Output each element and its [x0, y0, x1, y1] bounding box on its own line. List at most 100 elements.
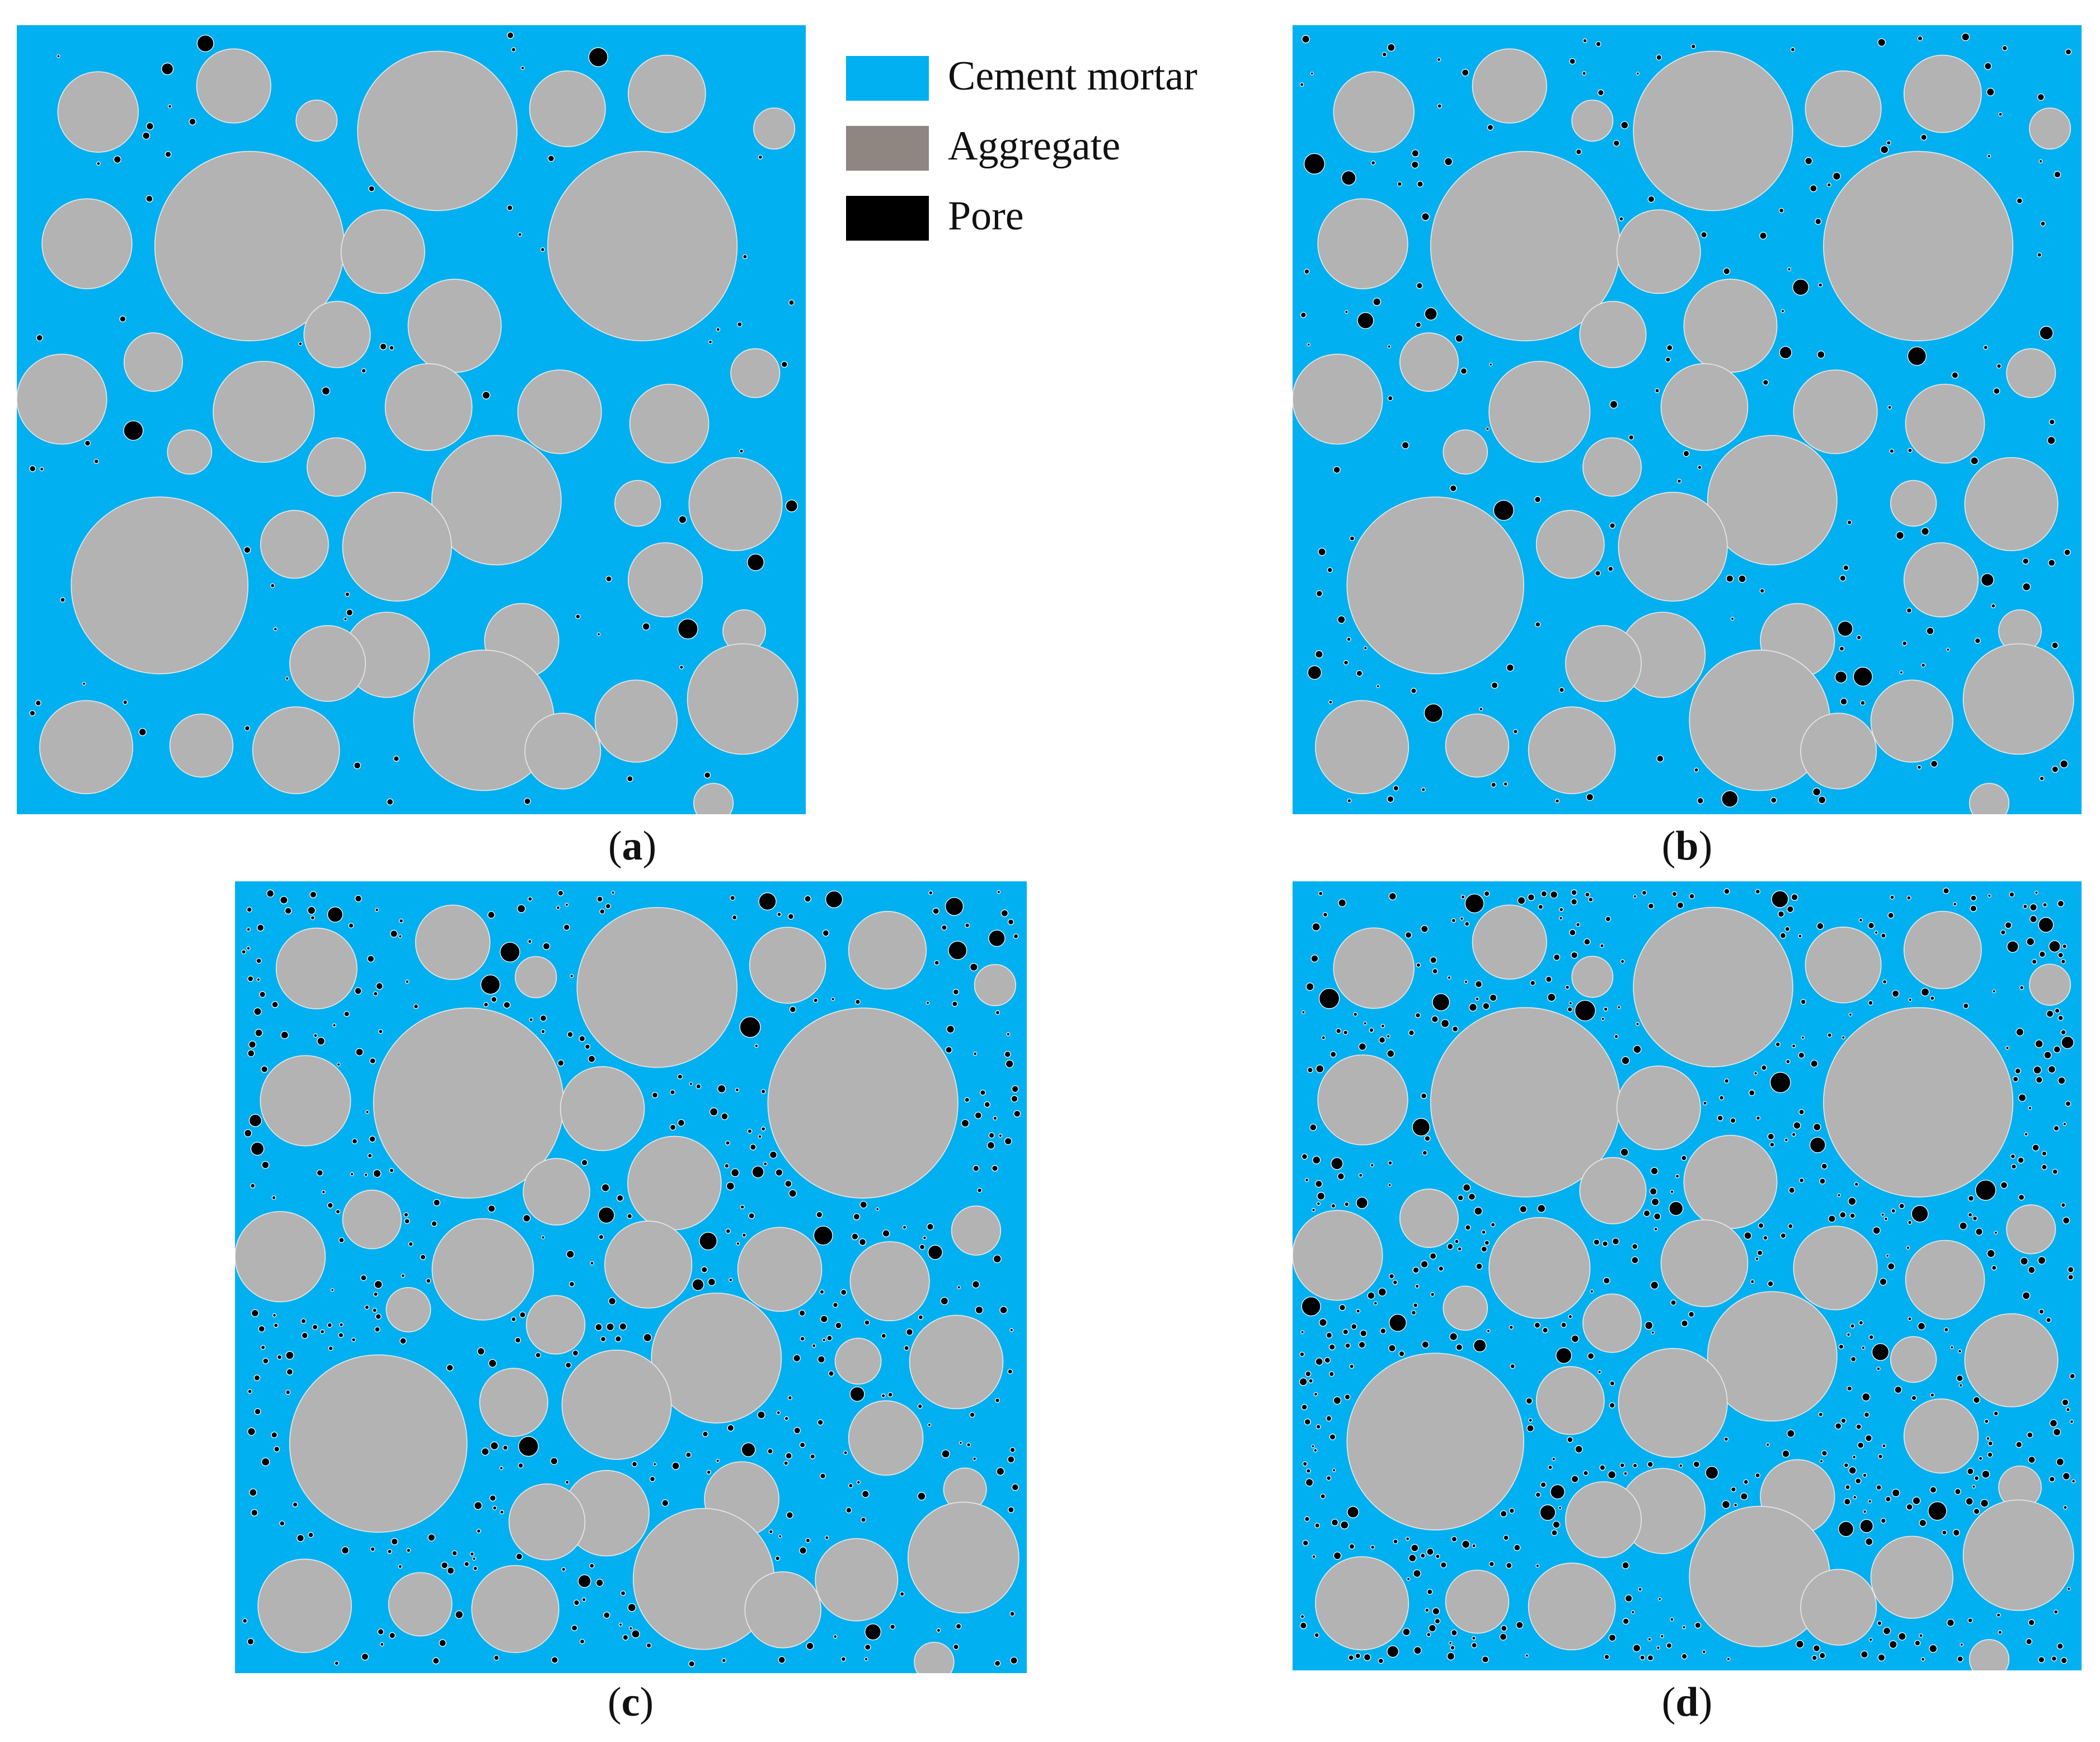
pore	[1801, 1035, 1805, 1040]
pore	[515, 1553, 523, 1560]
aggregate-particle	[604, 1220, 693, 1309]
pore	[189, 118, 196, 125]
aggregate-particle	[167, 429, 213, 475]
pore	[370, 1546, 375, 1552]
pore	[1650, 1167, 1659, 1175]
pore	[2017, 1157, 2024, 1164]
pore	[1650, 1281, 1659, 1290]
pore	[1488, 1561, 1495, 1567]
pore	[1569, 58, 1576, 65]
pore	[925, 1001, 930, 1005]
pore	[784, 1180, 792, 1187]
aggregate-particle	[1528, 1562, 1616, 1651]
pore	[446, 1364, 454, 1372]
pore	[928, 890, 933, 895]
pore	[1975, 1180, 1996, 1201]
pore	[1583, 1470, 1589, 1476]
pore	[646, 1642, 652, 1649]
pore	[730, 895, 736, 901]
pore	[1588, 896, 1594, 903]
aggregate-particle	[431, 1218, 534, 1321]
pore	[1417, 181, 1424, 187]
aggregate-particle	[523, 1158, 590, 1225]
pore	[1558, 1506, 1562, 1510]
pore	[1827, 1032, 1833, 1038]
pore	[1868, 1000, 1873, 1006]
aggregate-particle	[1293, 354, 1383, 445]
aggregate-particle	[1293, 1210, 1383, 1301]
pore	[856, 1480, 861, 1485]
pore	[2043, 1051, 2052, 1059]
pore	[332, 1023, 336, 1027]
pore	[403, 1212, 409, 1218]
aggregate-particle	[342, 1190, 402, 1250]
pore	[251, 1509, 259, 1516]
pore	[1917, 35, 1923, 41]
pore	[1755, 1472, 1760, 1478]
pore	[1960, 1642, 1964, 1647]
pore	[1434, 1618, 1441, 1624]
pore	[1868, 1637, 1873, 1642]
pore	[577, 1574, 591, 1588]
pore	[260, 1345, 266, 1350]
pore	[271, 1431, 278, 1439]
pore	[1555, 799, 1560, 804]
pore	[727, 1424, 735, 1432]
pore	[2049, 940, 2061, 952]
pore	[1491, 782, 1497, 788]
pore	[1970, 895, 1977, 901]
pore	[1509, 1508, 1515, 1514]
pore	[1438, 1266, 1444, 1272]
pore	[464, 1561, 469, 1567]
pore	[1000, 909, 1009, 917]
pore	[1474, 1206, 1483, 1215]
pore	[253, 1007, 262, 1016]
pore	[1886, 1253, 1890, 1258]
pore	[1008, 1506, 1014, 1513]
pore	[1731, 1486, 1736, 1492]
pore	[379, 1642, 384, 1647]
pore	[547, 155, 555, 162]
pore	[1530, 980, 1536, 986]
pore	[1863, 1412, 1870, 1418]
pore	[2056, 1642, 2064, 1650]
pore	[1540, 890, 1548, 898]
pore	[1345, 1342, 1351, 1349]
pore	[1653, 1213, 1661, 1220]
pore	[1656, 1646, 1660, 1650]
pore	[1489, 363, 1493, 367]
pore	[1986, 1249, 1995, 1258]
panel-b-svg	[1293, 25, 2082, 814]
pore	[482, 391, 491, 400]
pore	[758, 1134, 762, 1139]
aggregate-particle	[524, 712, 602, 790]
pore	[494, 1655, 500, 1661]
pore	[861, 1517, 866, 1523]
aggregate-particle	[1683, 1135, 1778, 1229]
pore	[2041, 1164, 2047, 1170]
pore	[1007, 1455, 1015, 1463]
pore	[964, 1097, 970, 1103]
pore	[398, 1564, 402, 1569]
pore	[2016, 198, 2023, 204]
pore	[845, 1507, 852, 1514]
pore	[2007, 940, 2019, 953]
pore	[1848, 1197, 1857, 1206]
pore	[1451, 1536, 1458, 1542]
pore	[1005, 1059, 1014, 1068]
pore	[1653, 1227, 1658, 1232]
pore	[1782, 1449, 1790, 1458]
pore	[1880, 145, 1889, 154]
pore	[1821, 1163, 1828, 1170]
pore	[2037, 252, 2042, 257]
aggregate-particle	[2006, 348, 2056, 398]
pore	[270, 583, 275, 588]
aggregate-particle	[1805, 926, 1882, 1003]
pore	[2049, 1419, 2058, 1428]
pore	[427, 1533, 436, 1542]
pore	[858, 1238, 867, 1246]
pore	[1448, 1641, 1453, 1645]
pore	[1370, 1163, 1374, 1167]
pore	[250, 1142, 265, 1156]
panel-c-concrete-model	[235, 881, 1027, 1673]
